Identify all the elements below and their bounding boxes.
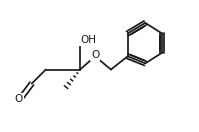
Text: OH: OH (80, 35, 96, 45)
Text: O: O (91, 50, 99, 60)
Text: O: O (14, 94, 23, 104)
